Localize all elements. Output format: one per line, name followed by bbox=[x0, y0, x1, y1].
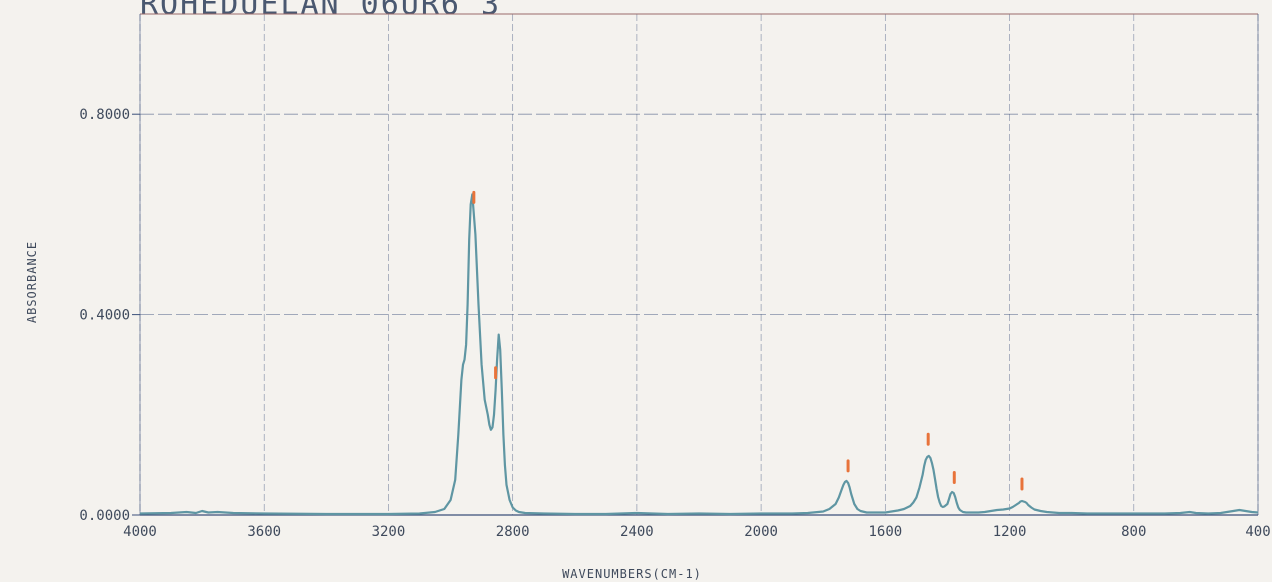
x-tick-label: 3600 bbox=[247, 524, 281, 540]
x-tick-label: 1600 bbox=[868, 524, 902, 540]
y-axis-label: ABSORBANCE bbox=[25, 241, 39, 323]
plot-axes: 4000 3600 3200 2800 2400 2000 1600 1200 800 400 0.… bbox=[79, 13, 1271, 540]
spectrum-trace-layer bbox=[139, 193, 1259, 516]
x-tick-label: 2400 bbox=[620, 524, 654, 540]
x-tick-label: 2800 bbox=[496, 524, 530, 540]
x-tick-label: 4000 bbox=[123, 524, 157, 540]
x-tick-label: 1200 bbox=[993, 524, 1027, 540]
y-tick-label: 0.8000 bbox=[79, 107, 130, 123]
x-tick-label: 2000 bbox=[744, 524, 778, 540]
y-tick-label: 0.4000 bbox=[79, 308, 130, 324]
peak-marker-layer bbox=[472, 190, 1024, 491]
x-axis-label: WAVENUMBERS(CM-1) bbox=[562, 567, 702, 581]
plot-grid bbox=[139, 14, 1259, 516]
y-tick-label: 0.0000 bbox=[79, 508, 130, 524]
chart-title: ROHEDUELAN 06UR6 3 bbox=[140, 0, 501, 22]
x-tick-label: 3200 bbox=[372, 524, 406, 540]
x-tick-label: 400 bbox=[1245, 524, 1270, 540]
spectrum-trace bbox=[139, 193, 1259, 516]
x-tick-label: 800 bbox=[1121, 524, 1146, 540]
